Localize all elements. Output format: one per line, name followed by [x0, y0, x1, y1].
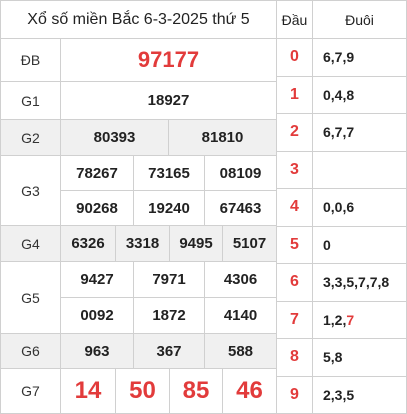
loto-tail: 0,4,8 — [323, 86, 355, 103]
tail-column-label: Đuôi — [345, 11, 374, 28]
prize-row-g1: G1 18927 — [1, 81, 276, 119]
prize-row-g3: G3 78267 73165 08109 90268 19240 67463 — [1, 155, 276, 225]
prize-number: 14 — [74, 377, 102, 404]
loto-head: 7 — [277, 301, 313, 338]
prize-number: 588 — [204, 334, 276, 368]
loto-head: 2 — [277, 114, 313, 151]
loto-row-3: 3 — [277, 150, 406, 188]
prize-label: G4 — [1, 226, 61, 261]
loto-row-6: 6 3,3,5,7,7,8 — [277, 263, 406, 301]
prize-table: Xổ số miền Bắc 6-3-2025 thứ 5 ĐB 97177 G… — [1, 1, 276, 413]
prize-row-g2: G2 80393 81810 — [1, 119, 276, 155]
prize-number: 367 — [133, 334, 204, 368]
prize-label: G1 — [1, 82, 61, 119]
loto-row-4: 4 0,0,6 — [277, 188, 406, 226]
loto-head: 3 — [277, 151, 313, 188]
loto-row-5: 5 0 — [277, 225, 406, 263]
prize-label: G5 — [1, 262, 61, 333]
prize-label: G2 — [1, 120, 61, 155]
prize-number: 67463 — [204, 190, 276, 225]
loto-row-1: 1 0,4,8 — [277, 75, 406, 113]
loto-head: 6 — [277, 264, 313, 301]
prize-number: 7971 — [133, 262, 204, 297]
loto-row-0: 0 6,7,9 — [277, 38, 406, 76]
column-divider — [276, 1, 277, 413]
prize-label: G6 — [1, 334, 61, 368]
prize-number: 46 — [222, 369, 276, 413]
loto-tail: 0,0,6 — [323, 199, 355, 216]
prize-number: 50 — [115, 369, 169, 413]
loto-head: 4 — [277, 189, 313, 226]
loto-tail: 2,3,5 — [323, 386, 355, 403]
prize-number: 963 — [84, 342, 110, 360]
loto-row-9: 9 2,3,5 — [277, 375, 406, 413]
prize-row-g4: G4 6326 3318 9495 5107 — [1, 225, 276, 261]
loto-tail-highlight: 7 — [346, 311, 355, 328]
head-column-label: Đầu — [277, 1, 313, 38]
loto-tail: 6,7,9 — [323, 49, 355, 66]
prize-number: 3318 — [115, 226, 169, 261]
prize-number: 1872 — [133, 297, 204, 333]
prize-number: 90268 — [61, 190, 133, 225]
loto-tail: 0 — [323, 236, 331, 253]
prize-label: G3 — [1, 156, 61, 225]
prize-number: 08109 — [204, 156, 276, 190]
prize-number: 85 — [169, 369, 222, 413]
prize-number: 19240 — [133, 190, 204, 225]
loto-tail-text: 1,2, — [323, 311, 347, 328]
prize-number: 81810 — [168, 120, 276, 155]
prize-number: 73165 — [133, 156, 204, 190]
prize-number: 97177 — [137, 47, 200, 72]
loto-head: 8 — [277, 339, 313, 376]
loto-tail: 1,2, 7 — [323, 302, 354, 339]
loto-row-7: 7 1,2, 7 — [277, 300, 406, 339]
prize-row-g7: G7 14 50 85 46 — [1, 368, 276, 413]
prize-label: ĐB — [1, 39, 61, 81]
loto-tail: 5,8 — [323, 349, 343, 366]
loto-head: 1 — [277, 76, 313, 113]
loto-head: 5 — [277, 226, 313, 263]
prize-number: 0092 — [61, 297, 133, 333]
page-title: Xổ số miền Bắc 6-3-2025 thứ 5 — [27, 10, 250, 28]
prize-number: 5107 — [222, 226, 276, 261]
loto-row-8: 8 5,8 — [277, 338, 406, 376]
prize-number: 9495 — [169, 226, 222, 261]
prize-number: 78267 — [76, 164, 118, 182]
prize-number: 4306 — [204, 262, 276, 297]
loto-head: 9 — [277, 376, 313, 413]
prize-row-g6: G6 963 367 588 — [1, 333, 276, 368]
prize-row-g5: G5 9427 7971 4306 0092 1872 4140 — [1, 261, 276, 333]
prize-number: 80393 — [93, 129, 136, 146]
loto-table: Đầu Đuôi 0 6,7,9 1 0,4,8 2 6,7,7 3 4 0,0… — [277, 1, 406, 413]
prize-number: 6326 — [71, 235, 105, 252]
loto-row-2: 2 6,7,7 — [277, 113, 406, 151]
prize-number: 9427 — [80, 271, 114, 288]
loto-tail: 3,3,5,7,7,8 — [323, 274, 390, 291]
prize-number: 18927 — [147, 92, 190, 109]
loto-head: 0 — [277, 39, 313, 76]
loto-header: Đầu Đuôi — [277, 1, 406, 38]
loto-tail: 6,7,7 — [323, 124, 355, 141]
prize-number: 4140 — [204, 297, 276, 333]
prize-row-db: ĐB 97177 — [1, 38, 276, 81]
prize-label: G7 — [1, 369, 61, 413]
